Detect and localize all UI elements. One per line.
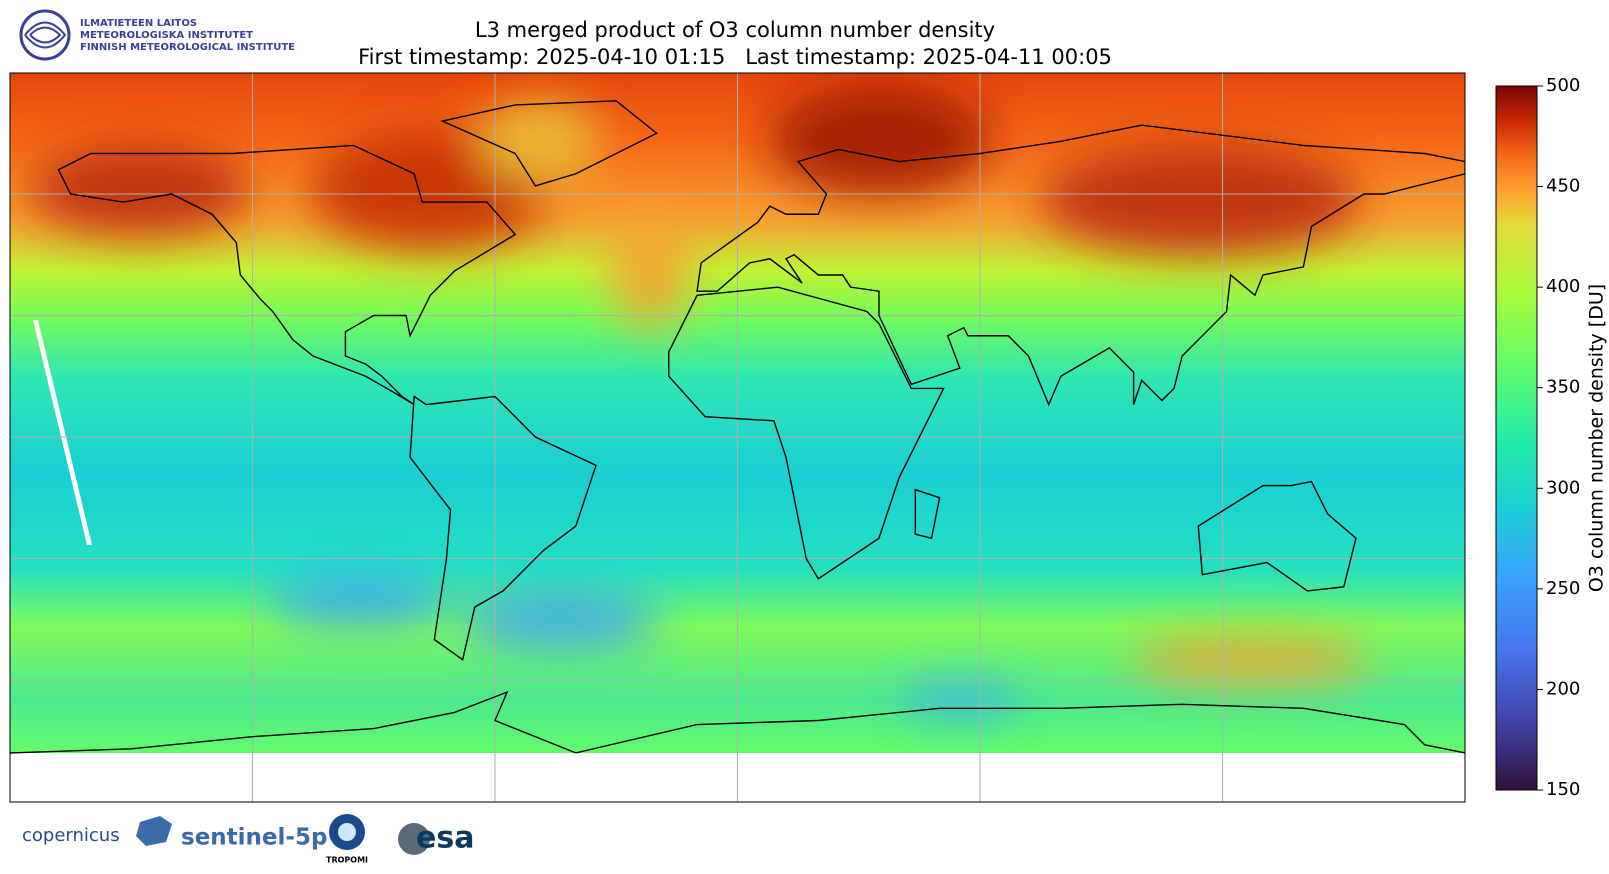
logo-line: ILMATIETEEN LAITOS xyxy=(80,18,197,29)
sentinel-icon xyxy=(136,816,172,846)
map-frame xyxy=(9,72,1466,803)
logo-copernicus: copernicus xyxy=(22,825,120,846)
colorbar-tick-label: 200 xyxy=(1546,678,1580,699)
logo-line: FINNISH METEOROLOGICAL INSTITUTE xyxy=(80,42,295,53)
chart-subtitle: First timestamp: 2025-04-10 01:15 Last t… xyxy=(358,45,1112,69)
colorbar-ticks: 150 200 250 300 350 400 450 500 xyxy=(1537,75,1580,800)
esa-icon xyxy=(398,823,430,855)
colorbar-tick-label: 500 xyxy=(1546,75,1580,96)
chart-title: L3 merged product of O3 column number de… xyxy=(475,18,995,42)
logo-sentinel: sentinel-5p xyxy=(181,825,327,851)
colorbar-tick-label: 400 xyxy=(1546,276,1580,297)
colorbar-label: O3 column number density [DU] xyxy=(1586,284,1608,592)
coastlines xyxy=(10,101,1465,753)
logo-line: METEOROLOGISKA INSTITUTET xyxy=(80,30,253,41)
grid xyxy=(10,73,1465,802)
colorbar-tick-label: 350 xyxy=(1546,377,1580,398)
map-field xyxy=(10,73,1465,802)
logo-esa: esa xyxy=(416,821,474,856)
colorbar-tick-label: 250 xyxy=(1546,578,1580,599)
logo-tropomi: TROPOMI xyxy=(326,856,368,865)
colorbar-tick-label: 150 xyxy=(1546,779,1580,800)
colorbar-tick-label: 300 xyxy=(1546,477,1580,498)
colorbar xyxy=(1495,85,1538,791)
colorbar-tick-label: 450 xyxy=(1546,176,1580,197)
fmi-logo: ILMATIETEEN LAITOS METEOROLOGISKA INSTIT… xyxy=(19,9,295,61)
footer-logos: copernicus sentinel-5p TROPOMI esa xyxy=(22,814,474,865)
